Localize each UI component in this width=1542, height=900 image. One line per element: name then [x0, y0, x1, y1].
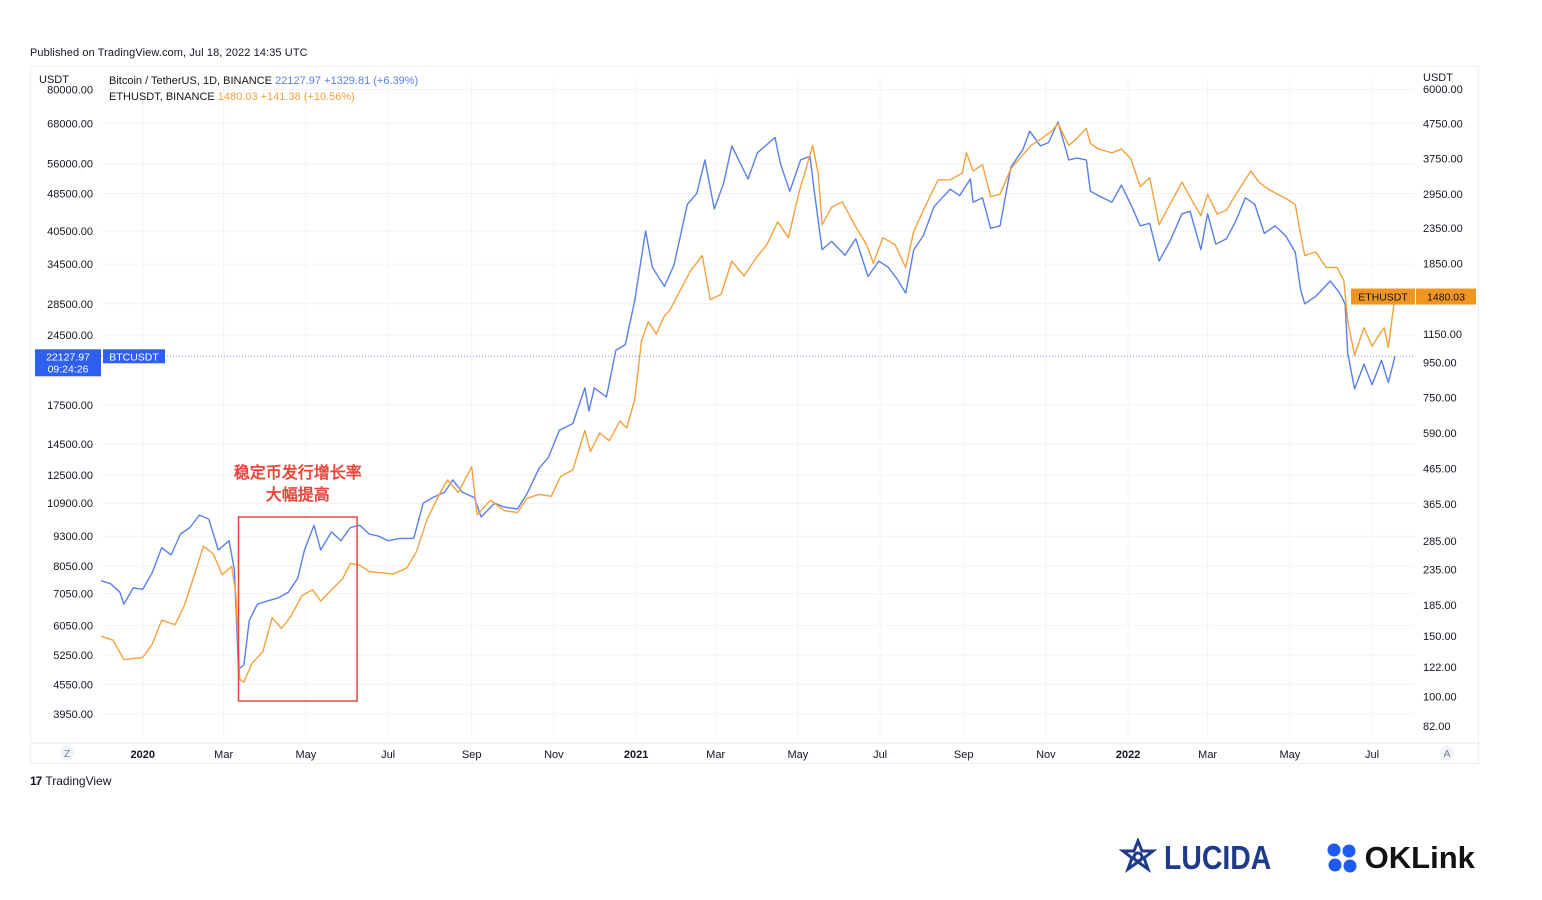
lucida-brand: LUCIDA: [1118, 838, 1289, 878]
right-axis-tick: 122.00: [1423, 662, 1457, 674]
legend-eth[interactable]: ETHUSDT, BINANCE 1480.03 +141.38 (+10.56…: [109, 91, 355, 103]
x-axis-tick: Mar: [1198, 749, 1217, 761]
right-axis-tick: 185.00: [1423, 600, 1457, 612]
left-axis-tick: 5250.00: [53, 650, 93, 662]
x-axis-tick: Jul: [873, 749, 887, 761]
btc-symbol-tag-label: BTCUSDT: [109, 351, 159, 363]
left-axis-tick: 14500.00: [47, 439, 93, 451]
right-axis-tick: 150.00: [1423, 631, 1457, 643]
right-axis-tick: 285.00: [1423, 536, 1457, 548]
auto-scale-button-right[interactable]: [1440, 746, 1454, 760]
eth-price-tag[interactable]: [1416, 288, 1476, 305]
lucida-logo-icon: [1118, 838, 1158, 873]
brand-logos: LUCIDA OKLink: [1118, 838, 1475, 878]
tradingview-logo-icon: 17: [30, 774, 42, 788]
x-axis-tick: May: [1279, 749, 1300, 761]
right-axis-tick: 3750.00: [1423, 154, 1463, 166]
left-axis-tick: 28500.00: [47, 299, 93, 311]
x-axis-tick: Nov: [544, 749, 564, 761]
annotation-box: [237, 516, 358, 702]
oklink-brand: OKLink: [1325, 840, 1475, 876]
x-axis-tick: 2020: [131, 749, 155, 761]
left-axis-tick: 48500.00: [47, 188, 93, 200]
price-chart[interactable]: 80000.00 68000.00 56000.00 48500.00 40500.00…: [31, 67, 1480, 765]
overlays: Bitcoin / TetherUS, 1D, BINANCE 22127.97…: [35, 75, 1476, 702]
annotation-line-2: 大幅提高: [266, 485, 330, 504]
eth-symbol-tag-label: ETHUSDT: [1358, 292, 1408, 304]
left-axis-tick: 7050.00: [53, 589, 93, 601]
left-axis-tick: 17500.00: [47, 400, 93, 412]
left-axis-tick: 80000.00: [47, 85, 93, 97]
left-axis-tick: 40500.00: [47, 226, 93, 238]
x-axis-tick: Sep: [954, 749, 974, 761]
left-axis-unit: USDT: [39, 74, 69, 86]
right-axis-tick: 6000.00: [1423, 84, 1463, 96]
eth-symbol-tag[interactable]: [1351, 288, 1415, 305]
right-axis-tick: 750.00: [1423, 392, 1457, 404]
right-axis-tick: 100.00: [1423, 691, 1457, 703]
x-axis-tick: Mar: [706, 749, 725, 761]
right-axis-tick: 82.00: [1423, 721, 1451, 733]
grid-lines: [101, 77, 1415, 739]
oklink-logo-icon: [1327, 843, 1357, 873]
series-layer: [100, 121, 1396, 683]
left-axis-tick: 4550.00: [53, 680, 93, 692]
x-axis-tick: May: [787, 749, 808, 761]
published-caption: Published on TradingView.com, Jul 18, 20…: [30, 47, 308, 59]
x-axis-tick: Jul: [381, 749, 395, 761]
right-axis-tick: 1150.00: [1423, 329, 1462, 341]
axes: 80000.00 68000.00 56000.00 48500.00 40500.00…: [31, 72, 1480, 761]
right-axis-tick: 2350.00: [1423, 223, 1463, 235]
legend-btc[interactable]: Bitcoin / TetherUS, 1D, BINANCE 22127.97…: [109, 75, 418, 87]
chart-panel[interactable]: 80000.00 68000.00 56000.00 48500.00 40500.00…: [30, 66, 1480, 765]
right-axis-unit: USDT: [1423, 72, 1453, 84]
annotation-line-1: 稳定币发行增长率: [234, 463, 362, 482]
left-axis-tick: 68000.00: [47, 118, 93, 130]
left-axis-tick: 3950.00: [53, 709, 93, 721]
left-axis-tick: 6050.00: [53, 620, 93, 632]
x-axis-tick: Jul: [1365, 749, 1379, 761]
x-axis-tick: Mar: [214, 749, 233, 761]
x-axis-tick: May: [295, 749, 316, 761]
right-axis-tick: 590.00: [1423, 428, 1457, 440]
right-axis-tick: 235.00: [1423, 565, 1457, 577]
auto-scale-button-left-label[interactable]: Z: [64, 749, 70, 760]
lucida-wordmark: LUCIDA: [1164, 839, 1272, 876]
x-axis-tick: 2022: [1116, 749, 1140, 761]
tradingview-attribution[interactable]: 17 TradingView: [30, 774, 111, 788]
left-axis-tick: 34500.00: [47, 259, 93, 271]
left-axis-tick: 10900.00: [47, 498, 93, 510]
left-axis-tick: 8050.00: [53, 561, 93, 573]
btc-price-tag-value: 22127.97: [46, 351, 90, 363]
oklink-wordmark: OKLink: [1364, 840, 1475, 875]
right-axis-tick: 950.00: [1423, 357, 1457, 369]
right-axis-tick: 1850.00: [1423, 258, 1463, 270]
left-axis-tick: 12500.00: [47, 470, 93, 482]
tradingview-label: TradingView: [45, 774, 112, 788]
btc-price-line: [100, 121, 1396, 670]
eth-price-tag-value: 1480.03: [1427, 292, 1465, 304]
btc-price-tag-countdown: 09:24:26: [48, 363, 89, 375]
btc-symbol-tag[interactable]: [103, 349, 165, 364]
auto-scale-button-right-label[interactable]: A: [1444, 749, 1451, 760]
left-axis-tick: 56000.00: [47, 159, 93, 171]
btc-price-tag[interactable]: [35, 349, 101, 377]
auto-scale-button-left[interactable]: [60, 746, 74, 760]
right-axis-tick: 2950.00: [1423, 189, 1463, 201]
x-axis-tick: 2021: [624, 749, 648, 761]
eth-price-line: [100, 122, 1396, 683]
left-axis-tick: 24500.00: [47, 330, 93, 342]
x-axis-tick: Sep: [462, 749, 482, 761]
x-axis-tick: Nov: [1036, 749, 1056, 761]
right-axis-tick: 4750.00: [1423, 119, 1463, 131]
left-axis-tick: 9300.00: [53, 531, 93, 543]
right-axis-tick: 365.00: [1423, 499, 1457, 511]
right-axis-tick: 465.00: [1423, 463, 1457, 475]
